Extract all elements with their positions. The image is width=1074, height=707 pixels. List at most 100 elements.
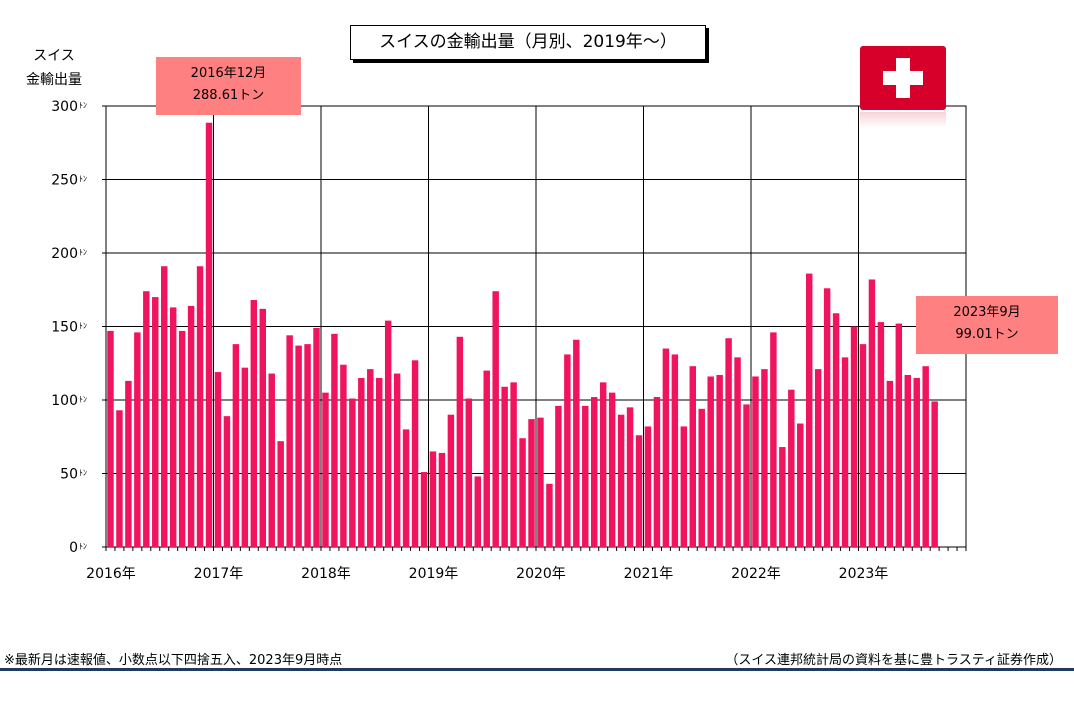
bar xyxy=(161,266,168,547)
bar xyxy=(841,357,849,547)
y-tick-label: 100 xyxy=(51,393,78,409)
bar xyxy=(922,366,929,547)
flag-reflection xyxy=(860,112,946,128)
bar xyxy=(277,441,284,547)
bar xyxy=(420,472,428,547)
bar xyxy=(788,389,795,547)
bar xyxy=(644,426,652,547)
bar xyxy=(465,398,473,547)
bar xyxy=(877,322,885,547)
bar xyxy=(814,369,822,547)
bar xyxy=(832,313,840,547)
bar xyxy=(169,307,177,547)
x-tick-label: 2023年 xyxy=(839,566,889,582)
bar xyxy=(205,122,213,548)
y-tick-unit: ﾄﾝ xyxy=(79,395,87,404)
bar xyxy=(904,375,911,547)
bar xyxy=(241,367,249,547)
bar xyxy=(268,373,275,547)
bar xyxy=(626,407,634,547)
bar xyxy=(850,326,858,547)
y-tick-label: 250 xyxy=(51,173,78,189)
bar xyxy=(546,483,553,547)
source-note: （スイス連邦統計局の資料を基に豊トラスティ証券作成） xyxy=(725,653,1062,668)
y-tick-label: 300 xyxy=(51,99,78,115)
bar xyxy=(886,380,894,547)
bar xyxy=(716,375,723,547)
chart-title: スイスの金輸出量（月別、2019年～） xyxy=(350,25,706,60)
bar xyxy=(286,335,293,547)
bar xyxy=(411,360,419,547)
bar xyxy=(770,332,777,547)
bar xyxy=(178,330,186,547)
bar xyxy=(474,476,481,547)
bar xyxy=(259,308,266,547)
bar xyxy=(662,348,670,547)
y-axis-label: スイス 金輸出量 xyxy=(14,44,94,92)
bar xyxy=(134,332,141,547)
bar xyxy=(671,354,679,547)
x-tick-label: 2016年 xyxy=(86,566,136,582)
latest-callout: 2023年9月 99.01トン xyxy=(916,296,1058,354)
bar xyxy=(376,377,383,547)
bar xyxy=(492,291,499,547)
bar xyxy=(797,423,804,547)
x-tick-label: 2022年 xyxy=(731,566,781,582)
bar xyxy=(806,273,813,547)
bar xyxy=(196,266,204,547)
bar xyxy=(152,297,159,547)
bar xyxy=(384,320,392,547)
y-tick-unit: ﾄﾝ xyxy=(79,322,87,331)
bar xyxy=(456,336,464,547)
peak-callout: 2016年12月 288.61トン xyxy=(156,57,301,115)
bar xyxy=(125,380,132,547)
bar xyxy=(752,376,759,547)
bar xyxy=(322,392,329,547)
bar xyxy=(349,398,356,547)
bar xyxy=(913,377,920,547)
x-tick-label: 2021年 xyxy=(624,566,674,582)
bar xyxy=(779,447,786,547)
peak-callout-value: 288.61トン xyxy=(192,88,265,103)
y-tick-unit: ﾄﾝ xyxy=(79,542,87,551)
bar xyxy=(725,338,732,547)
bar xyxy=(931,401,938,547)
bar xyxy=(429,451,437,547)
y-tick-label: 50 xyxy=(60,467,78,483)
y-tick-label: 0 xyxy=(69,540,78,556)
bar xyxy=(358,377,365,547)
bar xyxy=(564,354,571,547)
bar xyxy=(313,327,320,547)
bar xyxy=(698,408,705,547)
bar xyxy=(599,382,607,547)
bar xyxy=(582,405,589,547)
bar xyxy=(707,376,714,547)
bar xyxy=(555,405,562,547)
bar xyxy=(510,382,517,547)
y-axis-label-line-1: スイス xyxy=(33,48,75,64)
bar xyxy=(895,323,903,547)
bar xyxy=(438,452,446,547)
bar xyxy=(519,438,526,547)
y-tick-unit: ﾄﾝ xyxy=(79,469,87,478)
swiss-flag-icon xyxy=(860,46,946,110)
footnote: ※最新月は速報値、小数点以下四捨五入、2023年9月時点 xyxy=(4,653,343,668)
x-tick-label: 2018年 xyxy=(301,566,351,582)
bar xyxy=(223,416,231,547)
bar xyxy=(393,373,401,547)
bar xyxy=(295,345,302,547)
latest-callout-value: 99.01トン xyxy=(955,327,1019,342)
bar xyxy=(331,333,338,547)
latest-callout-date: 2023年9月 xyxy=(953,305,1021,320)
bar xyxy=(116,410,123,547)
bar xyxy=(573,339,580,547)
bar xyxy=(823,288,831,547)
bar xyxy=(143,291,150,547)
bar xyxy=(734,357,741,547)
bar xyxy=(304,344,311,547)
bar xyxy=(250,300,258,547)
bar xyxy=(483,370,490,547)
bar xyxy=(635,435,643,547)
bar xyxy=(367,369,374,547)
